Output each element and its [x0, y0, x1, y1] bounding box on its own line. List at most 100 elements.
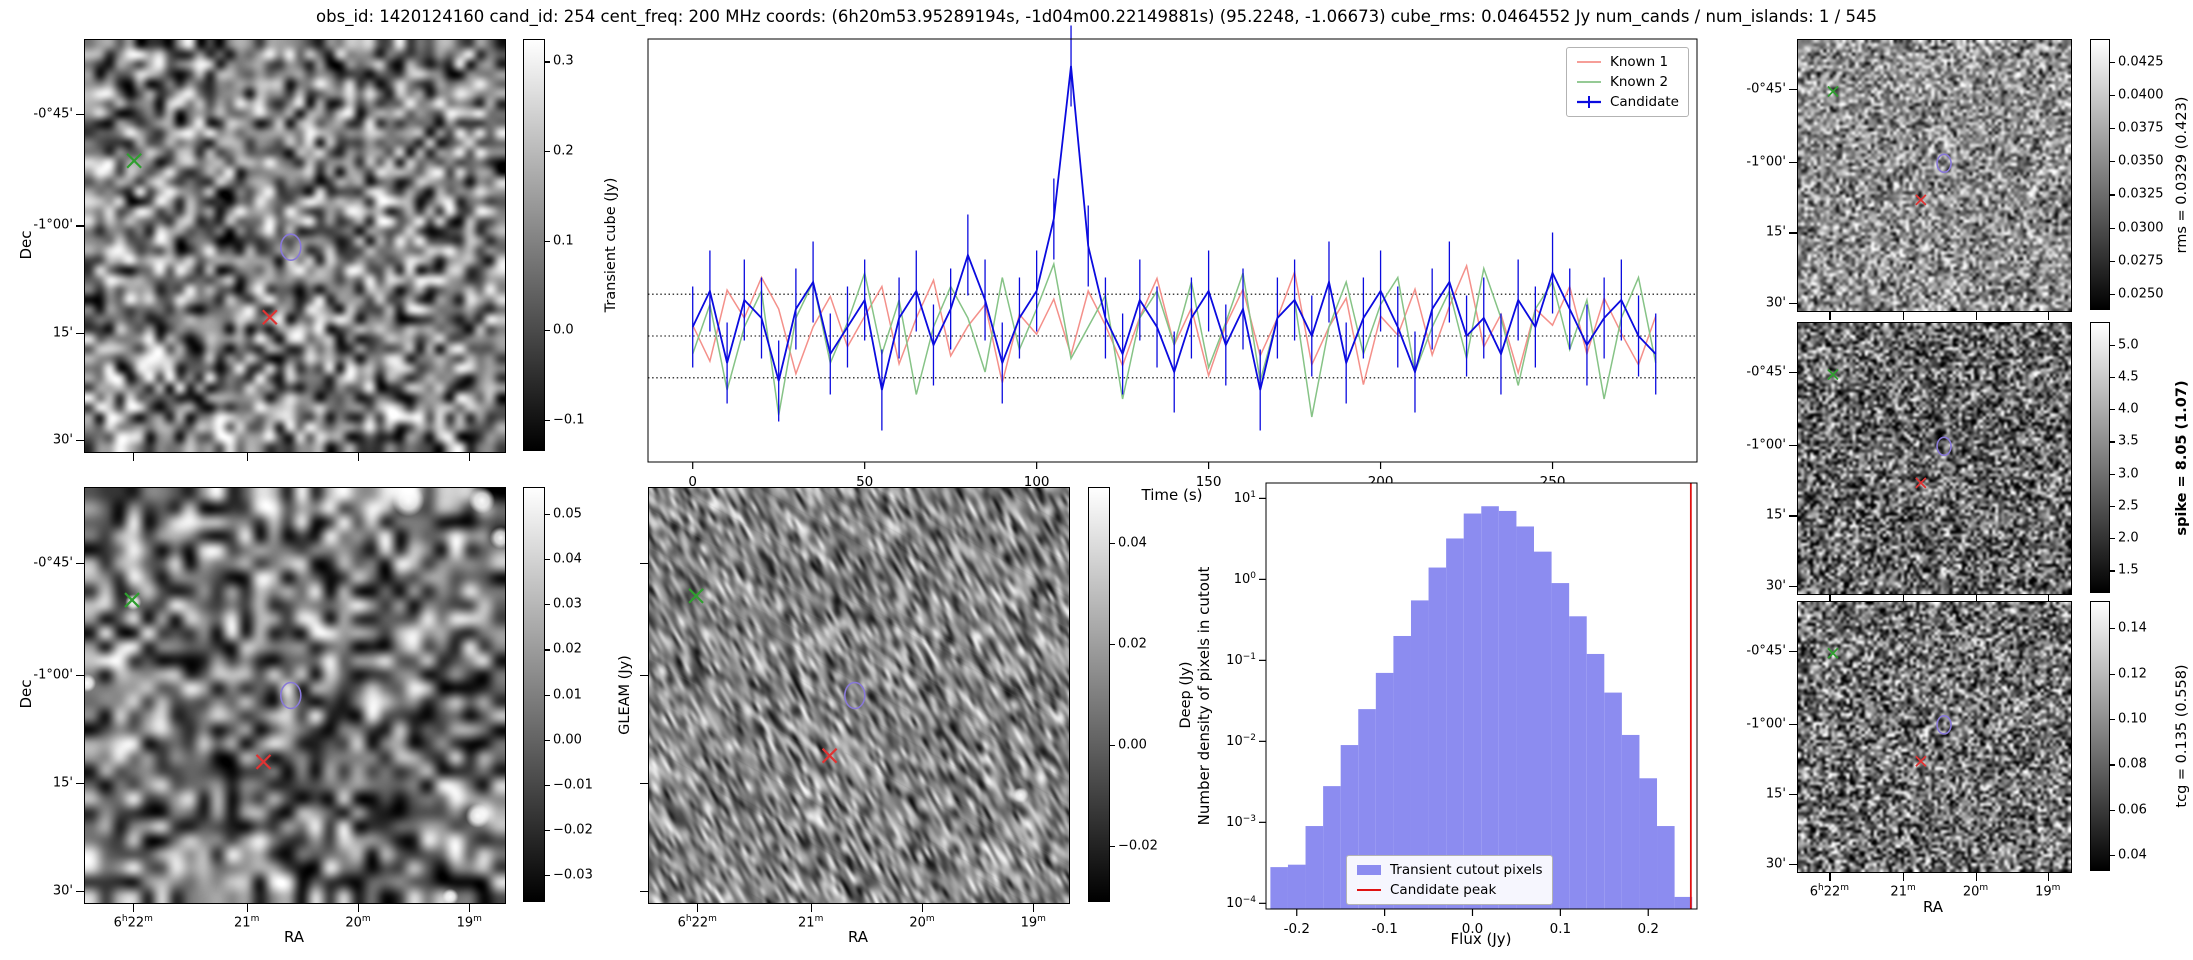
colorbar-tick-mark — [2110, 570, 2115, 572]
colorbar-tick-label: 1.5 — [2118, 562, 2139, 578]
ra-tick-mark — [2047, 873, 2049, 881]
ra-tick-mark — [2047, 595, 2049, 603]
figure-title: obs_id: 1420124160 cand_id: 254 cent_fre… — [316, 7, 1877, 26]
colorbar-tick-mark — [2110, 473, 2115, 475]
transient-cutout-image — [85, 40, 505, 452]
lightcurve-legend: Known 1 Known 2 Candidate — [1565, 47, 1689, 117]
colorbar-tick-label: 0.12 — [2118, 666, 2147, 682]
dec-tick-label: -0°45' — [33, 555, 73, 571]
legend-item: Candidate peak — [1356, 880, 1543, 900]
colorbar-tick-label: 0.0400 — [2118, 87, 2164, 103]
dec-tick-mark — [76, 562, 84, 564]
dec-tick-mark — [1789, 232, 1797, 234]
candidate-ellipse-marker — [844, 681, 866, 710]
colorbar-tick-mark — [545, 874, 550, 877]
dec-tick-label: 30' — [52, 883, 73, 899]
svg-text:0.1: 0.1 — [1550, 921, 1571, 937]
transient-cube-cutout-panel: -0°45' -1°00' 15' 30' — [33, 39, 506, 461]
colorbar-tick-label: 0.0275 — [2118, 253, 2164, 269]
dec-tick-label: 15' — [1765, 786, 1786, 802]
colorbar-tick-label: −0.1 — [553, 412, 585, 428]
colorbar-tick-mark — [545, 829, 550, 831]
colorbar-tick-label: 0.00 — [553, 732, 582, 748]
dec-tick-label: 15' — [52, 775, 73, 791]
colorbar-tick-mark — [1110, 846, 1115, 848]
colorbar-tick-mark — [2110, 161, 2115, 163]
dec-tick-mark — [76, 674, 84, 676]
ra-axis-label-gleam: RA — [283, 928, 305, 946]
dec-tick-label: -1°00' — [1746, 154, 1786, 170]
ra-axis-label-deep: RA — [847, 928, 869, 946]
ra-tick-label: 20m — [909, 914, 935, 931]
source-x-marker — [688, 588, 704, 604]
tcg-cutout-image — [1798, 602, 2071, 872]
svg-text:0.2: 0.2 — [1637, 921, 1658, 937]
dec-tick-mark — [1789, 650, 1797, 652]
colorbar-label: spike = 8.05 (1.07) — [2174, 379, 2190, 536]
dec-tick-mark — [1789, 585, 1797, 588]
colorbar-tick-mark — [2110, 719, 2115, 721]
spike-colorbar: 5.0 4.5 4.0 3.5 3.0 2.5 2.0 1.5 spike = 8.05 (1.… — [2090, 322, 2190, 593]
dec-tick-label: 15' — [1765, 224, 1786, 240]
colorbar-tick-label: 0.2 — [553, 143, 574, 159]
colorbar-tick-label: −0.02 — [553, 822, 593, 838]
dec-tick-label: 30' — [1765, 856, 1786, 872]
colorbar-tick-label: 0.06 — [2118, 802, 2147, 818]
dec-tick-mark — [640, 782, 648, 784]
tcg-cutout-panel: -0°45' -1°00' 15' 30' 6h22m 21m 20m 19m — [1746, 601, 2072, 899]
source-x-marker — [1827, 85, 1839, 98]
ra-tick-mark — [2047, 312, 2049, 320]
colorbar-tick-mark — [2110, 94, 2115, 96]
source-x-marker — [821, 747, 838, 764]
gleam-markers — [124, 592, 302, 770]
hist-y-tick-label: 10−2 — [1226, 733, 1256, 750]
gleam-cutout-panel: -0°45' -1°00' 15' 30' 6h22m 21m 20m 19m — [33, 487, 506, 930]
source-x-marker — [1915, 755, 1927, 767]
transient-markers — [126, 152, 302, 326]
ra-tick-mark — [469, 904, 471, 912]
svg-text:-0.2: -0.2 — [1284, 921, 1310, 937]
colorbar-tick-label: 0.05 — [553, 506, 582, 522]
source-x-marker — [1915, 477, 1927, 489]
ra-tick-label: 21m — [1890, 883, 1916, 900]
dec-tick-mark — [76, 439, 84, 441]
hist-y-tick-label: 10−1 — [1226, 652, 1256, 669]
gleam-colorbar: 0.05 0.04 0.03 0.02 0.01 0.00 −0.01 −0.02 −0.03 G… — [523, 487, 633, 902]
colorbar-tick-label: 0.04 — [1118, 535, 1147, 551]
dec-tick-label: 30' — [1765, 578, 1786, 594]
dec-tick-label: 15' — [1765, 507, 1786, 523]
colorbar-tick-label: 0.14 — [2118, 620, 2147, 636]
colorbar-tick-mark — [545, 649, 550, 651]
colorbar-tick-mark — [2110, 61, 2115, 63]
colorbar-gradient — [1088, 487, 1110, 902]
ra-tick-mark — [1829, 595, 1831, 603]
colorbar-tick-mark — [2110, 673, 2115, 675]
svg-text:0: 0 — [688, 474, 697, 490]
colorbar-tick-mark — [545, 559, 550, 561]
colorbar-tick-label: 0.1 — [553, 233, 574, 248]
dec-tick-label: -1°00' — [33, 667, 73, 683]
lightcurve-plot: 0 50 100 150 200 250 Known 1 Known 2 Candidate — [647, 25, 1698, 490]
dec-tick-mark — [76, 782, 84, 784]
colorbar-tick-mark — [545, 330, 550, 332]
dec-tick-label: -1°00' — [1746, 716, 1786, 731]
colorbar-label: tcg = 0.135 (0.558) — [2174, 664, 2190, 808]
ra-tick-mark — [1903, 873, 1905, 881]
dec-tick-mark — [1789, 723, 1797, 725]
dec-tick-mark — [640, 562, 648, 564]
ra-tick-mark — [133, 453, 135, 461]
ra-tick-mark — [246, 453, 248, 461]
source-x-marker — [1915, 194, 1927, 206]
colorbar-tick-mark — [2110, 260, 2115, 262]
colorbar-tick-label: 0.08 — [2118, 756, 2147, 772]
colorbar-label: rms = 0.0329 (0.423) — [2174, 96, 2190, 253]
colorbar-tick-mark — [545, 61, 550, 63]
colorbar-tick-mark — [2110, 505, 2115, 508]
candidate-ellipse-marker — [1936, 436, 1952, 457]
colorbar-tick-mark — [2110, 194, 2115, 196]
dec-tick-label: -0°45' — [33, 106, 73, 122]
source-x-marker — [255, 754, 272, 770]
dec-tick-mark — [1789, 162, 1797, 164]
ra-tick-mark — [133, 904, 135, 912]
colorbar-tick-mark — [545, 694, 550, 696]
